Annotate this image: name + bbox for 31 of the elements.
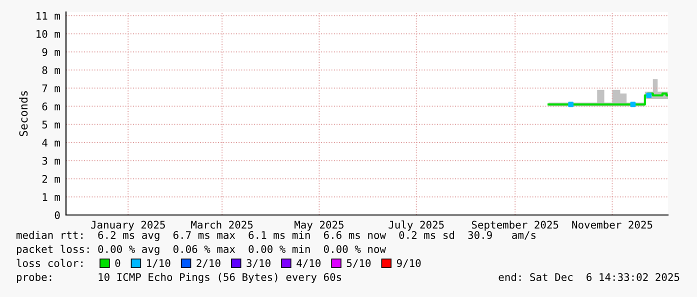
x-tick-label: November 2025 (572, 220, 652, 229)
y-tick-label: 8 m (42, 66, 60, 74)
text: median rtt: 6.2 ms avg 6.7 ms max 6.1 ms min 6.6 ms now 0.2 ms sd 30.9 am/s (16, 230, 536, 242)
x-tick-label: January 2025 (91, 220, 165, 231)
y-tick-label: 9 m (42, 48, 60, 56)
x-tick-label: March 2025 (191, 220, 253, 229)
y-tick-label: 11 m (36, 12, 60, 20)
text: end: Sat Dec 6 14:33:02 2025 (498, 272, 680, 282)
y-tick-label: 3 m (42, 156, 60, 165)
text: probe: 10 ICMP Echo Pings (56 Bytes) every 60s (16, 272, 342, 284)
x-tick-label: September 2025 (472, 220, 558, 231)
x-tick-label: May 2025 (294, 220, 344, 231)
y-tick-label: 2 m (42, 175, 60, 183)
legend-label: 2/10 (196, 259, 220, 268)
y-axis-title: Seconds (19, 91, 28, 136)
legend-label: 4/10 (296, 259, 321, 268)
legend-label: 1/10 (147, 259, 170, 268)
legend-label: 5/10 (346, 259, 371, 268)
legend-label: 0 (115, 259, 120, 268)
text: loss color: (16, 258, 82, 268)
x-tick-label: July 2025 (388, 220, 444, 231)
y-tick-label: 0 (54, 211, 60, 220)
y-tick-label: 6 m (42, 102, 60, 110)
legend-label: 3/10 (246, 259, 270, 268)
y-tick-label: 7 m (42, 84, 60, 92)
y-tick-label: 1 m (42, 193, 60, 201)
y-tick-label: 4 m (42, 138, 60, 146)
text: packet loss: 0.00 % avg 0.06 % max 0.00 % min 0.00 % now (16, 244, 386, 256)
legend-label: 9/10 (396, 259, 421, 268)
y-tick-label: 10 m (36, 30, 60, 38)
y-tick-label: 5 m (42, 120, 60, 129)
